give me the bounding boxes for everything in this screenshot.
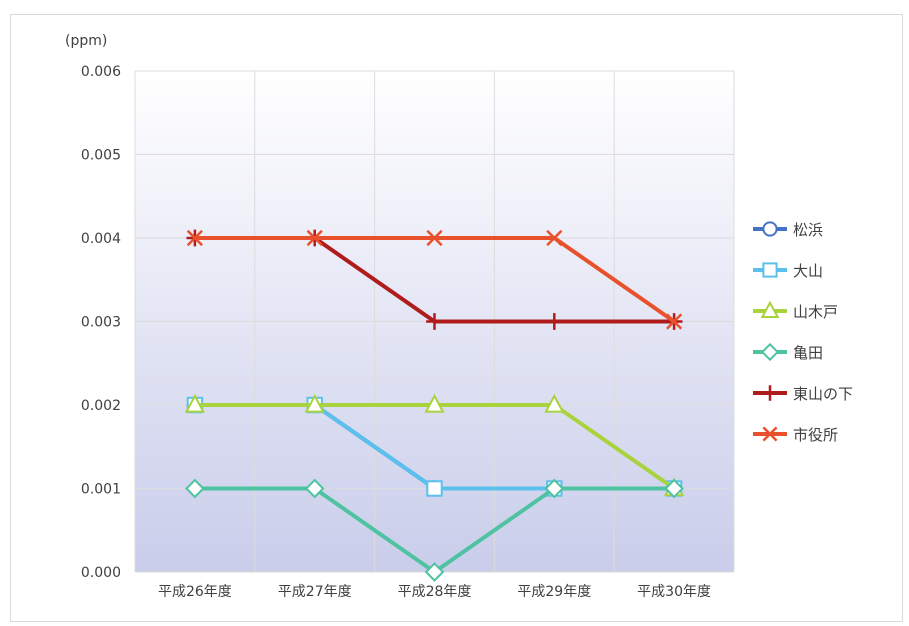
data-point-marker bbox=[760, 342, 780, 362]
y-tick-label: 0.006 bbox=[81, 64, 121, 80]
data-point-marker bbox=[762, 385, 778, 401]
y-tick-label: 0.000 bbox=[81, 565, 121, 581]
data-point-marker bbox=[424, 393, 445, 413]
y-tick-label: 0.003 bbox=[81, 315, 121, 331]
data-point-marker bbox=[184, 393, 205, 413]
data-point-marker bbox=[424, 562, 445, 582]
x-tick-label: 平成26年度 bbox=[158, 584, 232, 600]
legend-label: 東山の下 bbox=[793, 385, 853, 403]
data-point-marker bbox=[544, 478, 565, 499]
legend-item: 山木戸 bbox=[753, 300, 838, 321]
y-tick-label: 0.005 bbox=[81, 148, 121, 164]
legend-label: 大山 bbox=[793, 262, 823, 280]
data-point-marker bbox=[762, 426, 778, 442]
series-亀田 bbox=[185, 478, 684, 582]
data-point-marker bbox=[426, 313, 443, 330]
data-point-marker bbox=[666, 313, 683, 330]
y-unit-label: (ppm) bbox=[65, 33, 107, 49]
y-tick-label: 0.002 bbox=[81, 398, 121, 414]
legend-item: 松浜 bbox=[753, 221, 823, 239]
chart-frame: 0.000 0.001 0.002 0.003 0.004 0.005 0.006 平成26年… bbox=[10, 14, 903, 622]
data-point-marker bbox=[426, 480, 443, 497]
legend-label: 山木戸 bbox=[793, 303, 838, 321]
data-point-marker bbox=[304, 393, 325, 413]
data-point-marker bbox=[664, 478, 684, 499]
legend-label: 市役所 bbox=[793, 426, 838, 444]
legend-item: 東山の下 bbox=[753, 385, 853, 403]
data-point-marker bbox=[762, 221, 778, 237]
y-tick-label: 0.004 bbox=[81, 231, 121, 247]
data-point-marker bbox=[760, 300, 780, 319]
series-市役所 bbox=[186, 229, 683, 330]
x-tick-label: 平成30年度 bbox=[637, 584, 711, 600]
data-point-marker bbox=[185, 478, 205, 499]
data-point-marker bbox=[186, 229, 203, 247]
data-point-marker bbox=[544, 393, 565, 413]
x-tick-label: 平成27年度 bbox=[278, 584, 352, 600]
legend-item: 市役所 bbox=[753, 426, 838, 444]
legend-label: 亀田 bbox=[793, 344, 823, 362]
data-point-marker bbox=[762, 262, 778, 278]
x-tick-label: 平成28年度 bbox=[398, 584, 472, 600]
legend-item: 大山 bbox=[753, 262, 823, 280]
legend-label: 松浜 bbox=[793, 221, 823, 239]
data-point-marker bbox=[426, 229, 443, 247]
line-chart: 0.000 0.001 0.002 0.003 0.004 0.005 0.006 平成26年… bbox=[65, 33, 853, 600]
data-point-marker bbox=[304, 478, 325, 499]
data-point-marker bbox=[545, 313, 563, 330]
y-tick-label: 0.001 bbox=[81, 482, 121, 498]
data-point-marker bbox=[306, 229, 323, 247]
x-tick-label: 平成29年度 bbox=[517, 584, 591, 600]
data-point-marker bbox=[546, 229, 563, 247]
legend-item: 亀田 bbox=[753, 342, 823, 362]
